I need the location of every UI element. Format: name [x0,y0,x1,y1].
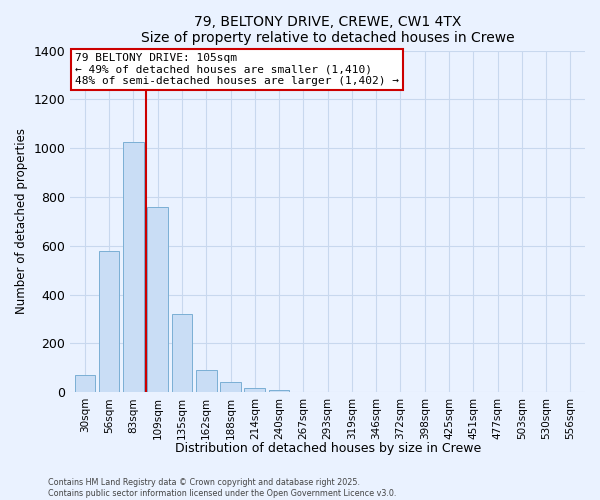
Bar [123,142,144,392]
Y-axis label: Number of detached properties: Number of detached properties [15,128,28,314]
Bar [196,370,217,392]
Text: 79 BELTONY DRIVE: 105sqm
← 49% of detached houses are smaller (1,410)
48% of sem: 79 BELTONY DRIVE: 105sqm ← 49% of detach… [74,53,398,86]
Bar [99,250,119,392]
Bar [244,388,265,392]
Bar [148,206,168,392]
Bar [172,314,192,392]
Bar [220,382,241,392]
Bar [74,375,95,392]
Text: Contains HM Land Registry data © Crown copyright and database right 2025.
Contai: Contains HM Land Registry data © Crown c… [48,478,397,498]
Title: 79, BELTONY DRIVE, CREWE, CW1 4TX
Size of property relative to detached houses i: 79, BELTONY DRIVE, CREWE, CW1 4TX Size o… [141,15,514,45]
X-axis label: Distribution of detached houses by size in Crewe: Distribution of detached houses by size … [175,442,481,455]
Bar [269,390,289,392]
